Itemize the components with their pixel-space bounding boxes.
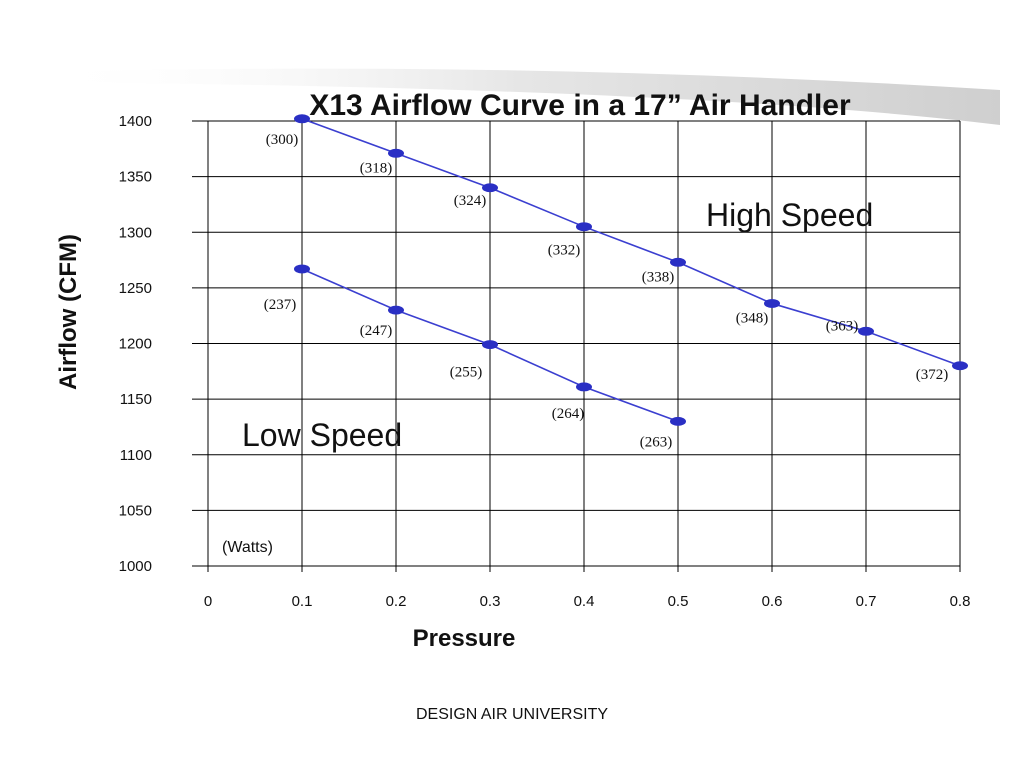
y-tick-label: 1150 (120, 391, 152, 408)
y-tick-label: 1400 (119, 113, 152, 130)
data-label: (338) (642, 269, 675, 285)
y-tick-label: 1350 (119, 169, 152, 186)
data-label: (348) (736, 310, 769, 326)
data-point (952, 361, 968, 371)
series-line-high-speed (301, 118, 961, 367)
y-tick-label: 1050 (119, 502, 152, 519)
data-point (388, 148, 404, 158)
data-label: (263) (640, 434, 673, 450)
data-point (576, 382, 592, 392)
data-label: (318) (360, 160, 393, 176)
data-label: (264) (552, 406, 585, 422)
data-label: (363) (826, 318, 859, 334)
legend-low-speed: Low Speed (242, 417, 402, 453)
x-tick-label: 0.8 (950, 593, 971, 610)
data-point (294, 114, 310, 124)
data-label: (324) (454, 193, 487, 209)
y-tick-label: 1250 (119, 280, 152, 297)
data-label: (300) (266, 132, 299, 148)
y-axis-label: Airflow (CFM) (55, 234, 82, 390)
x-tick-label: 0.4 (574, 593, 595, 610)
data-label: (247) (360, 323, 393, 339)
x-tick-label: 0.6 (762, 593, 783, 610)
data-point (670, 257, 686, 267)
data-point (576, 222, 592, 232)
data-point (482, 340, 498, 350)
chart-title: X13 Airflow Curve in a 17” Air Handler (309, 89, 851, 122)
x-tick-label: 0.7 (856, 593, 877, 610)
data-point (388, 305, 404, 315)
data-point (858, 326, 874, 336)
x-tick-label: 0.3 (480, 593, 501, 610)
watts-note: (Watts) (222, 539, 273, 556)
footer-text: DESIGN AIR UNIVERSITY (415, 706, 609, 723)
data-point (294, 264, 310, 274)
y-tick-label: 1000 (119, 558, 152, 575)
data-point (670, 416, 686, 426)
y-tick-label: 1100 (120, 447, 152, 464)
data-label: (237) (264, 297, 297, 313)
x-axis-label: Pressure (413, 625, 516, 652)
data-label: (332) (548, 243, 581, 259)
x-tick-label: 0.1 (292, 593, 313, 610)
header-swoosh (40, 68, 1000, 125)
data-label: (255) (450, 365, 483, 381)
legend-high-speed: High Speed (706, 197, 873, 233)
y-tick-label: 1300 (119, 224, 152, 241)
x-tick-label: 0.5 (668, 593, 689, 610)
data-point (482, 183, 498, 193)
x-tick-label: 0.2 (386, 593, 407, 610)
x-tick-label: 0 (204, 593, 212, 610)
data-label: (372) (916, 367, 949, 383)
y-tick-label: 1200 (119, 336, 152, 353)
data-point (764, 298, 780, 308)
